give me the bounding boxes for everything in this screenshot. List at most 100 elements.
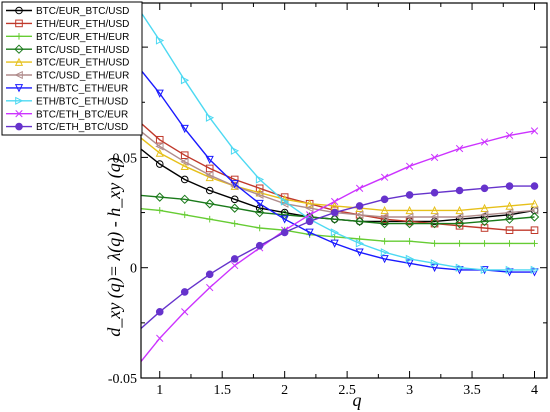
data-point bbox=[155, 308, 164, 316]
plot-frame bbox=[140, 2, 548, 379]
data-point bbox=[380, 248, 390, 257]
data-point bbox=[255, 199, 264, 209]
legend-box bbox=[1, 1, 143, 136]
data-point bbox=[305, 217, 314, 226]
data-point bbox=[381, 237, 388, 245]
data-point bbox=[205, 170, 214, 180]
series-btc-eth-btc-usd bbox=[141, 182, 539, 330]
data-point bbox=[181, 211, 189, 219]
legend-entry: ETH/BTC_ETH/EUR bbox=[6, 84, 128, 95]
data-point bbox=[231, 220, 238, 227]
legend-marker bbox=[14, 57, 24, 66]
data-point bbox=[205, 199, 215, 209]
legend-marker bbox=[14, 84, 24, 93]
data-point bbox=[431, 240, 438, 247]
data-point bbox=[255, 175, 265, 184]
marker-stroke bbox=[430, 153, 439, 162]
data-point bbox=[255, 184, 264, 193]
data-point bbox=[155, 160, 164, 168]
series-line bbox=[141, 11, 535, 271]
data-point bbox=[454, 218, 465, 229]
marker-stroke bbox=[181, 308, 189, 316]
data-point bbox=[530, 226, 539, 235]
legend-entry: BTC/ETH_BTC/USD bbox=[6, 122, 128, 133]
data-point bbox=[429, 218, 440, 229]
data-point bbox=[530, 199, 539, 208]
legend-entry: BTC/USD_ETH/USD bbox=[6, 44, 129, 56]
legend-entry: ETH/BTC_ETH/USD bbox=[6, 96, 128, 107]
data-point bbox=[206, 283, 214, 292]
data-point bbox=[505, 182, 514, 190]
data-point bbox=[305, 211, 314, 219]
data-point bbox=[180, 161, 189, 171]
data-point bbox=[330, 208, 339, 217]
legend-entry: BTC/ETH_BTC/EUR bbox=[6, 109, 128, 120]
data-point bbox=[380, 173, 389, 181]
data-point bbox=[305, 204, 314, 213]
data-point bbox=[255, 241, 264, 250]
data-point bbox=[456, 240, 463, 247]
data-point bbox=[505, 131, 514, 140]
y-tick-label: -0.05 bbox=[108, 372, 137, 387]
legend-label: BTC/EUR_BTC/USD bbox=[36, 6, 129, 17]
data-point bbox=[480, 184, 489, 193]
data-point bbox=[430, 205, 439, 215]
x-tick-label: 1.5 bbox=[213, 383, 231, 398]
legend-entry: BTC/EUR_ETH/EUR bbox=[6, 32, 129, 43]
data-point bbox=[505, 226, 514, 235]
marker-stroke bbox=[355, 184, 364, 192]
data-point bbox=[230, 180, 239, 189]
data-point bbox=[255, 204, 264, 212]
legend-label: ETH/BTC_ETH/USD bbox=[36, 96, 128, 107]
data-point bbox=[455, 186, 464, 195]
marker-stroke bbox=[530, 127, 539, 135]
series-layer bbox=[141, 11, 540, 363]
marker-stroke bbox=[480, 138, 489, 146]
data-point bbox=[230, 146, 240, 155]
data-point bbox=[455, 221, 464, 230]
data-point bbox=[404, 218, 415, 229]
data-point bbox=[405, 191, 414, 199]
legend-label: ETH/EUR_ETH/USD bbox=[36, 19, 129, 30]
data-point bbox=[506, 240, 513, 247]
legend-entry: BTC/USD_ETH/EUR bbox=[6, 71, 129, 82]
data-point bbox=[355, 239, 365, 248]
data-point bbox=[380, 212, 389, 222]
legend-marker bbox=[15, 110, 23, 118]
data-point bbox=[530, 127, 539, 135]
data-point bbox=[180, 76, 190, 85]
data-point bbox=[430, 259, 439, 268]
data-point bbox=[380, 205, 389, 215]
legend-marker bbox=[15, 19, 23, 28]
data-point bbox=[230, 255, 239, 263]
data-point bbox=[155, 135, 164, 144]
x-tick-label: 2.5 bbox=[338, 383, 356, 398]
legend-entry: BTC/EUR_BTC/USD bbox=[6, 6, 129, 17]
data-point bbox=[256, 224, 263, 232]
data-point bbox=[255, 190, 264, 200]
marker-stroke bbox=[330, 197, 339, 206]
data-point bbox=[180, 151, 189, 160]
data-point bbox=[480, 210, 489, 219]
data-point bbox=[155, 36, 165, 45]
data-point bbox=[155, 89, 164, 98]
data-point bbox=[155, 148, 164, 157]
legend-label: BTC/USD_ETH/USD bbox=[36, 45, 129, 56]
x-tick-label: 3.5 bbox=[463, 383, 481, 398]
data-point bbox=[229, 203, 240, 213]
data-point bbox=[205, 164, 214, 173]
y-tick-label: 0 bbox=[130, 262, 137, 277]
data-point bbox=[405, 205, 414, 215]
data-point bbox=[355, 184, 364, 192]
data-point bbox=[430, 212, 439, 222]
data-point bbox=[331, 233, 338, 241]
marker-stroke bbox=[156, 334, 164, 342]
data-point bbox=[530, 182, 539, 190]
legend-marker bbox=[14, 44, 24, 54]
data-point bbox=[455, 263, 464, 272]
data-point bbox=[280, 215, 289, 224]
legend-marker bbox=[14, 70, 23, 80]
data-point bbox=[380, 255, 389, 264]
